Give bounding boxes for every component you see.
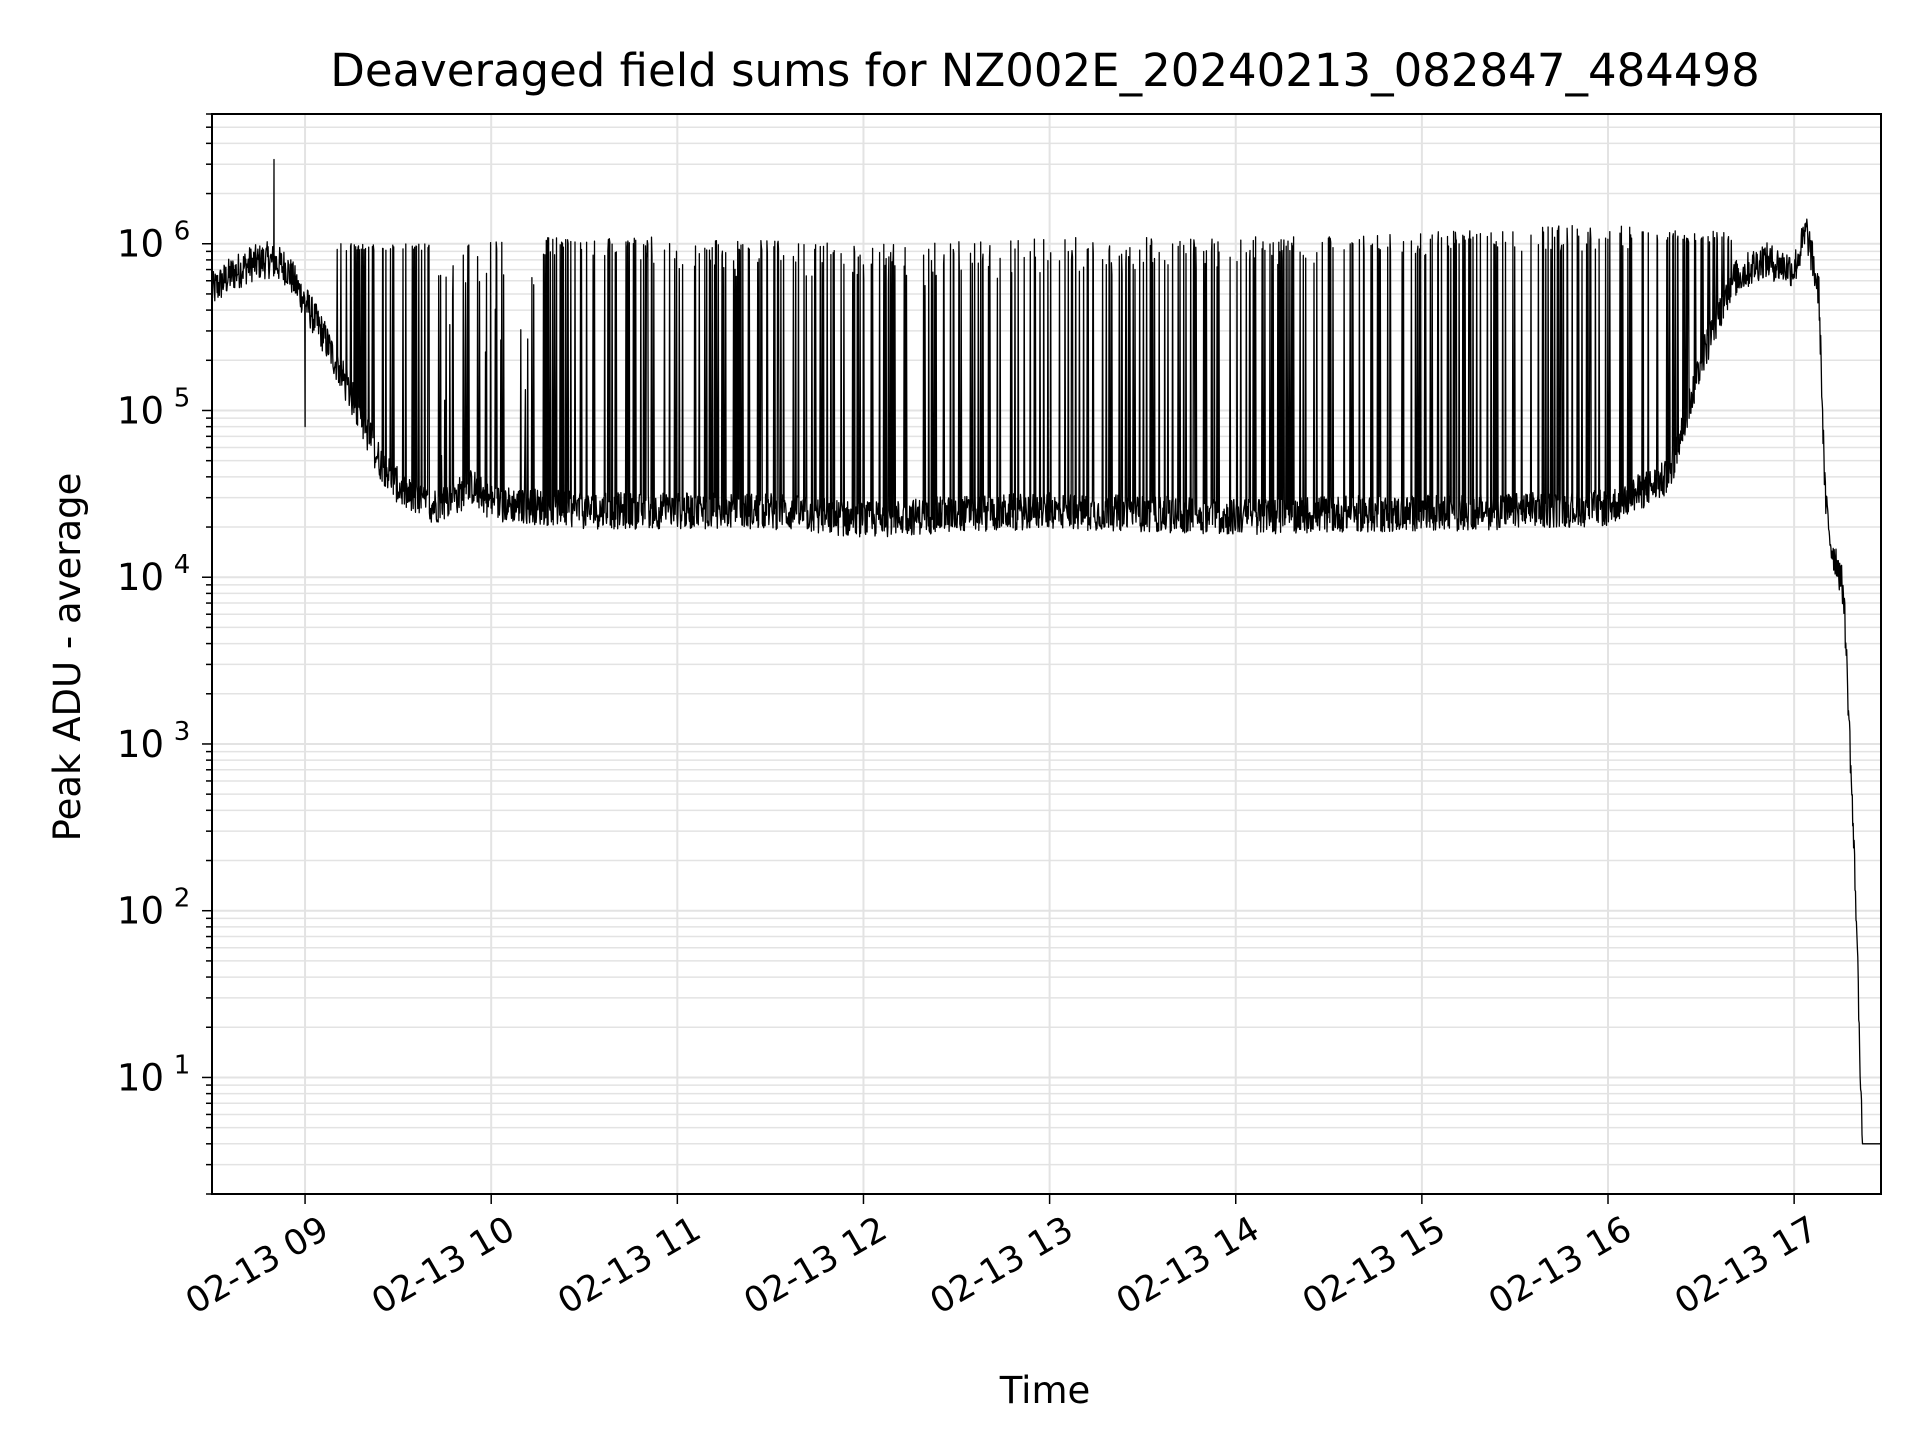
y-axis-ticks: 10 1 10 2 10 3 10 4 10 5 10 6 xyxy=(117,113,212,1195)
y-tick-label: 10 xyxy=(117,223,164,266)
y-tick-exponent: 4 xyxy=(174,550,191,580)
y-tick-exponent: 2 xyxy=(174,884,191,914)
y-tick-exponent: 1 xyxy=(174,1050,191,1080)
data-line xyxy=(211,158,1882,1145)
y-tick-label: 10 xyxy=(117,890,164,933)
plot-area xyxy=(211,158,1882,1145)
y-tick-label: 10 xyxy=(117,723,164,766)
grid-lines xyxy=(212,113,1881,1195)
y-tick-exponent: 6 xyxy=(174,217,191,247)
plot-frame xyxy=(211,113,1882,1195)
x-axis-label: Time xyxy=(999,1369,1091,1412)
chart-title: Deaveraged field sums for NZ002E_2024021… xyxy=(330,44,1759,97)
y-tick-label: 10 xyxy=(117,1056,164,1099)
y-tick-label: 10 xyxy=(117,389,164,432)
y-tick-label: 10 xyxy=(117,556,164,599)
y-axis-label: Peak ADU - average xyxy=(46,473,89,842)
y-tick-exponent: 5 xyxy=(174,383,191,413)
y-tick-exponent: 3 xyxy=(174,717,191,747)
